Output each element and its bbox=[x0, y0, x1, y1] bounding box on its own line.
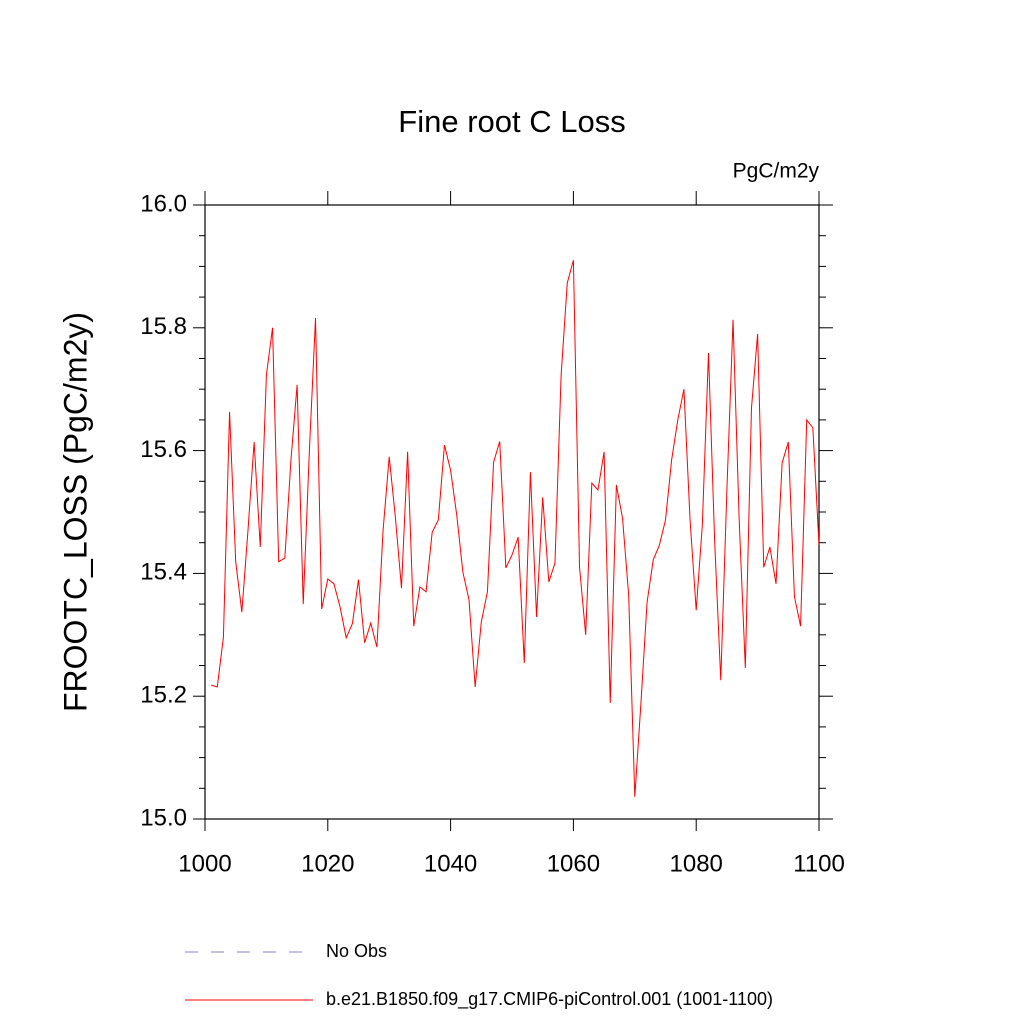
y-tick-label: 15.2 bbox=[140, 682, 187, 709]
legend-label: b.e21.B1850.f09_g17.CMIP6-piControl.001 … bbox=[326, 989, 773, 1010]
y-tick-label: 15.0 bbox=[140, 804, 187, 831]
legend-label: No Obs bbox=[326, 941, 387, 961]
y-tick-label: 16.0 bbox=[140, 190, 187, 217]
series-line bbox=[210, 260, 820, 797]
y-tick-label: 15.6 bbox=[140, 436, 187, 463]
x-tick-label: 1020 bbox=[301, 850, 354, 877]
units-label: PgC/m2y bbox=[733, 160, 820, 183]
x-tick-label: 1080 bbox=[670, 850, 723, 877]
y-tick-label: 15.8 bbox=[140, 313, 187, 340]
x-tick-label: 1100 bbox=[793, 850, 845, 877]
plot-frame bbox=[204, 204, 820, 820]
x-tick-label: 1040 bbox=[424, 850, 477, 877]
chart-title: Fine root C Loss bbox=[398, 104, 625, 139]
x-tick-label: 1000 bbox=[178, 850, 231, 877]
y-axis-label: FROOTC_LOSS (PgC/m2y) bbox=[57, 312, 93, 712]
x-tick-label: 1060 bbox=[547, 850, 600, 877]
y-tick-label: 15.4 bbox=[140, 559, 187, 586]
